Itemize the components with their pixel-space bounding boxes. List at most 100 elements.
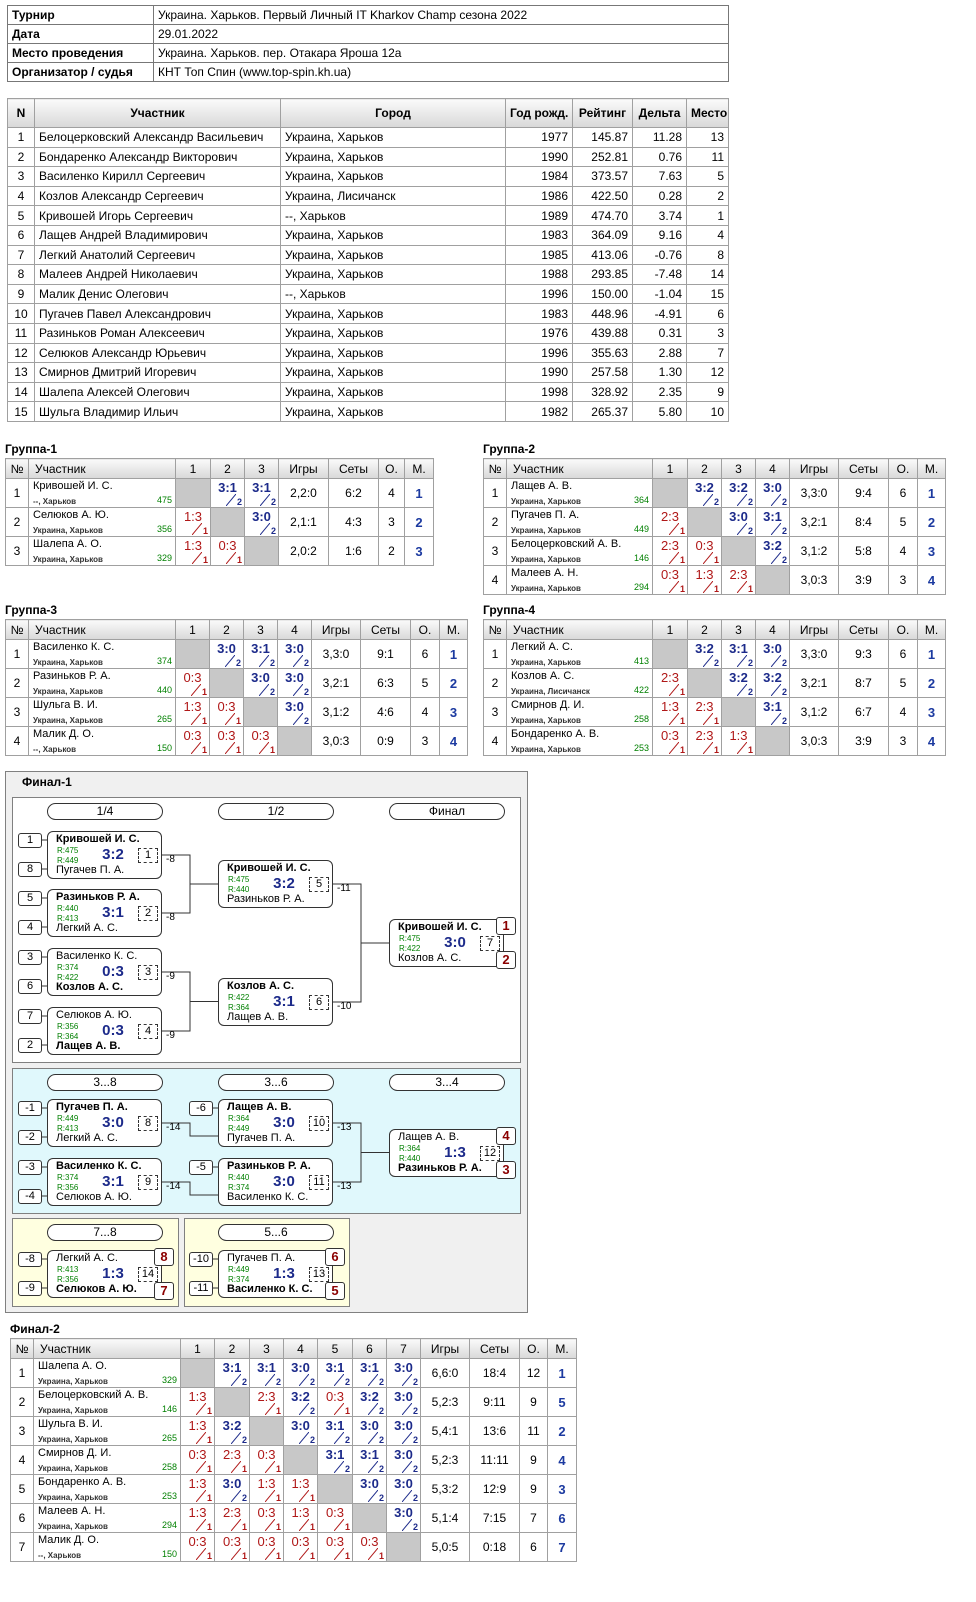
match-number: 14 <box>138 1267 158 1282</box>
top-player: Разиньков Р. А. <box>56 891 140 903</box>
player-rating: 146 <box>161 1404 177 1414</box>
slash-line <box>669 684 679 696</box>
slash <box>368 1432 378 1444</box>
result-points: 1 <box>241 1464 247 1474</box>
participant-cell: 13 <box>7 362 35 383</box>
top-player: Легкий А. С. <box>56 1252 118 1264</box>
score: 3:0 <box>444 934 466 951</box>
slash <box>293 655 303 667</box>
player-name: Лащев А. В. <box>511 480 573 492</box>
slash-line <box>669 713 679 725</box>
info-row: Организатор / судья КНТ Топ Спин (www.top… <box>7 62 729 82</box>
result-cell: 3:0 2 <box>283 1416 318 1446</box>
place: 2 <box>917 507 946 537</box>
slash-line <box>293 684 303 696</box>
result-score: 3:1 <box>222 1360 242 1375</box>
slash-line <box>368 1490 378 1502</box>
column-header: 3 <box>249 1338 284 1359</box>
slash-line <box>226 494 236 506</box>
slash-line <box>368 1548 378 1560</box>
player-name: Белоцерковский А. В. <box>511 538 622 550</box>
column-header: Игры <box>420 1338 470 1359</box>
slash-line <box>334 1548 344 1560</box>
match: Кривошей И. С. R:475 R:440 Разиньков Р. А. 3… <box>218 860 333 908</box>
seed: -9 <box>18 1281 42 1296</box>
result-cell: 3:0 2 <box>277 668 312 698</box>
top-player: Василенко К. С. <box>56 1160 142 1172</box>
loser-goes: -8 <box>166 854 175 865</box>
match: Лащев А. В. R:364 R:449 Пугачев П. А. 3:0 10 <box>218 1099 333 1147</box>
connector <box>162 854 218 914</box>
slash <box>299 1490 309 1502</box>
participant-row: 14 Шалепа Алексей Олегович Украина, Харько… <box>7 381 729 403</box>
bottom-player: Василенко К. С. <box>227 1191 309 1203</box>
slash <box>265 1490 275 1502</box>
slash <box>334 1461 344 1473</box>
result-cell: 0:3 1 <box>243 726 278 756</box>
participant-row: 11 Разиньков Роман Алексеевич Украина, Хар… <box>7 322 729 344</box>
column-header: М. <box>547 1338 577 1359</box>
slash <box>191 713 201 725</box>
player-name: Шалепа А. О. <box>33 538 102 550</box>
slash <box>402 1490 412 1502</box>
player-city: Украина, Харьков <box>38 1522 108 1531</box>
sets: 7:15 <box>469 1503 520 1533</box>
result-points: 2 <box>747 526 753 536</box>
match: Разиньков Р. А. R:440 R:374 Василенко К. С.… <box>218 1158 333 1206</box>
slash <box>368 1490 378 1502</box>
result-score: 1:3 <box>257 1476 276 1491</box>
player-rating: 374 <box>156 656 172 666</box>
slash <box>231 1490 241 1502</box>
player-rating: 258 <box>161 1462 177 1472</box>
header-row: N Участник Город Год рожд. Рейтинг Дельта Мест… <box>7 98 729 128</box>
info-label: Место проведения <box>7 43 154 63</box>
result-cell: 0:3 1 <box>652 726 688 756</box>
player-rating: 265 <box>156 714 172 724</box>
result-score: 3:2 <box>695 480 714 495</box>
result-score: 2:3 <box>695 728 714 743</box>
result-points: 1 <box>206 1493 212 1503</box>
player-city: Украина, Харьков <box>511 497 581 506</box>
result-points: 1 <box>275 1464 281 1474</box>
result-points: 2 <box>412 1464 418 1474</box>
result-points: 1 <box>206 1464 212 1474</box>
seed: 2 <box>18 1038 42 1053</box>
column-header: 6 <box>352 1338 387 1359</box>
result-score: 2:3 <box>660 538 680 553</box>
self-cell <box>652 639 688 669</box>
player-number: 2 <box>5 507 29 537</box>
player-cell: Шалепа А. О. Украина, Харьков 329 <box>33 1358 181 1388</box>
slash-line <box>771 552 781 564</box>
result-points: 1 <box>747 745 753 755</box>
slash <box>669 523 679 535</box>
top-rating: R:374 <box>57 963 79 972</box>
result-points: 1 <box>202 526 208 536</box>
slash <box>265 1403 275 1415</box>
place: 5 <box>325 1282 345 1300</box>
participant-cell: Василенко Кирилл Сергеевич <box>34 166 281 187</box>
bottom-rating: R:422 <box>399 944 421 953</box>
player-rating: 258 <box>633 714 649 724</box>
result-points: 2 <box>241 1435 247 1445</box>
participant-cell: 5.80 <box>632 401 687 422</box>
result-cell: 0:3 1 <box>180 1532 215 1562</box>
player-cell: Бондаренко А. В. Украина, Харьков 253 <box>506 726 653 756</box>
place: 6 <box>547 1503 577 1533</box>
slash <box>737 523 747 535</box>
group-title: Группа-4 <box>483 603 536 617</box>
player-row: 4 Малик Д. О. --, Харьков 150 0:3 1 0:3 1 0:3 1 3,… <box>5 726 468 756</box>
slash-line <box>265 1519 275 1531</box>
slash <box>771 684 781 696</box>
match: Легкий А. С. R:413 R:356 Селюков А. Ю. 1:3 14 <box>47 1250 162 1298</box>
seed: -2 <box>18 1130 42 1145</box>
score: 1:3 <box>102 1265 124 1282</box>
player-rating: 150 <box>161 1549 177 1559</box>
participant-cell: 1976 <box>505 322 573 344</box>
bottom-rating: R:356 <box>57 1275 79 1284</box>
header-row: № Участник 1 2 3 4 Игры Сеты О. М. <box>483 619 946 640</box>
participant-cell: Украина, Харьков <box>280 146 506 168</box>
result-score: 0:3 <box>222 1534 242 1549</box>
top-rating: R:440 <box>57 904 79 913</box>
round-header: 3...6 <box>218 1074 334 1091</box>
player-city: Украина, Харьков <box>511 526 581 535</box>
